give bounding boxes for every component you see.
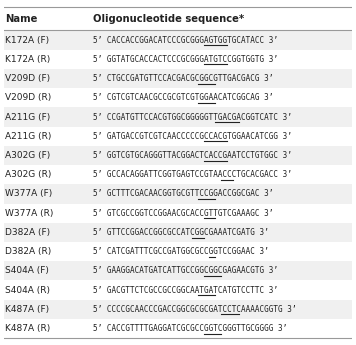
Bar <box>4 127 352 146</box>
Bar <box>4 88 352 107</box>
Text: 5’ CCCCGCAACCCGACCGGCG: 5’ CCCCGCAACCCGACCGGCG <box>93 305 194 314</box>
Text: 5’ CCCCGCAACCCGACCGGCGCGC: 5’ CCCCGCAACCCGACCGGCGCGC <box>93 305 208 314</box>
Text: V209D (R): V209D (R) <box>5 93 52 102</box>
Text: 5’ GGTCGTGCAGGGTTACGGAC: 5’ GGTCGTGCAGGGTTACGGAC <box>93 151 199 160</box>
Text: A211G (R): A211G (R) <box>5 132 52 141</box>
Text: 5’ CTGCCGATGTTCCACGACGCGGCGTTGACGACG 3’: 5’ CTGCCGATGTTCCACGACGCGGCGTTGACGACG 3’ <box>93 74 273 83</box>
Text: 5’ GGTCGTGCAGGGTTACGGACTCACCGAATCCTGTGGC 3’: 5’ GGTCGTGCAGGGTTACGGACTCACCGAATCCTGTGGC… <box>93 151 292 160</box>
Bar <box>4 69 352 88</box>
Text: 5’ GTTCCGGACCGGCGCC: 5’ GTTCCGGACCGGCGCC <box>93 228 180 237</box>
Text: 5’ CATCGATTTCGCCGATGG: 5’ CATCGATTTCGCCGATGG <box>93 247 190 256</box>
Bar <box>4 165 352 184</box>
Text: 5’ GAAGGACATGATCATT: 5’ GAAGGACATGATCATT <box>93 266 180 275</box>
Text: 5’ CCCCGCAACCCGACCGGCGCGCGATCCTCAAAACGGTG 3’: 5’ CCCCGCAACCCGACCGGCGCGCGATCCTCAAAACGGT… <box>93 305 296 314</box>
Text: S404A (R): S404A (R) <box>5 286 50 295</box>
Text: W377A (F): W377A (F) <box>5 189 53 198</box>
Text: D382A (R): D382A (R) <box>5 247 52 256</box>
Text: D382A (F): D382A (F) <box>5 228 51 237</box>
Text: 5’ CACCGTTTTGAGGATCGCG: 5’ CACCGTTTTGAGGATCGCG <box>93 324 194 333</box>
Text: 5’ CTGCCGATGTTCCAC: 5’ CTGCCGATGTTCCAC <box>93 74 176 83</box>
Text: 5’ GTTCCGGACCGGCG: 5’ GTTCCGGACCGGCG <box>93 228 171 237</box>
Text: 5’ CACCACCGGACATCCCGCGGGAGTGGTGCATACC 3’: 5’ CACCACCGGACATCCCGCGGGAGTGGTGCATACC 3’ <box>93 36 278 45</box>
Text: 5’ GGTATGCACCACTCCCGCGGGATGTCCGGTGGTG 3’: 5’ GGTATGCACCACTCCCGCGGGATGTCCGGTGGTG 3’ <box>93 55 278 64</box>
Text: K487A (R): K487A (R) <box>5 324 51 333</box>
Text: 5’ CGTCGTCAACGCCGCGTCGTGGAACATCGGCAG 3’: 5’ CGTCGTCAACGCCGCGTCGTGGAACATCGGCAG 3’ <box>93 93 273 102</box>
Text: 5’ CATCGATTTCGCCGATG: 5’ CATCGATTTCGCCGATG <box>93 247 185 256</box>
Text: A211G (F): A211G (F) <box>5 112 51 121</box>
Text: 5’ GATGACCGTCGTCAAC: 5’ GATGACCGTCGTCAAC <box>93 132 180 141</box>
Text: Name: Name <box>5 14 38 24</box>
Text: K172A (R): K172A (R) <box>5 55 51 64</box>
Text: 5’ GCCACAGGATTCGGTGAGTCCGTAACCCTGCACGACC 3’: 5’ GCCACAGGATTCGGTGAGTCCGTAACCCTGCACGACC… <box>93 170 292 179</box>
Text: S404A (F): S404A (F) <box>5 266 49 275</box>
Bar <box>4 280 352 300</box>
Bar <box>4 261 352 280</box>
Bar <box>4 223 352 242</box>
Text: K172A (F): K172A (F) <box>5 36 49 45</box>
Text: 5’ CGTCGTCAACGCCGCGTC: 5’ CGTCGTCAACGCCGCGTC <box>93 93 190 102</box>
Text: 5’ CACCGTTTTGAGGATC: 5’ CACCGTTTTGAGGATC <box>93 324 180 333</box>
Text: V209D (F): V209D (F) <box>5 74 51 83</box>
Text: 5’ GATGACCGTCGTCAACCCCC: 5’ GATGACCGTCGTCAACCCCC <box>93 132 199 141</box>
Text: 5’ GCTTTCGACAACGGTGCG: 5’ GCTTTCGACAACGGTGCG <box>93 189 190 198</box>
Bar <box>4 50 352 69</box>
Text: 5’ CACCACCGGACATCCC: 5’ CACCACCGGACATCCC <box>93 36 180 45</box>
Text: 5’ GCCACAGGATTCGGTGAGT: 5’ GCCACAGGATTCGGTGAGT <box>93 170 194 179</box>
Bar <box>4 242 352 261</box>
Text: 5’ GACGTTCTCGCCGCCGGCAATGATCATGTCCTTC 3’: 5’ GACGTTCTCGCCGCCGGCAATGATCATGTCCTTC 3’ <box>93 286 278 295</box>
Text: 5’ CCGATGTTCCACGTGGCGGGGG: 5’ CCGATGTTCCACGTGGCGGGGG <box>93 112 208 121</box>
Bar <box>4 146 352 165</box>
Text: 5’ CCGATGTTCCACGTGGCG: 5’ CCGATGTTCCACGTGGCG <box>93 112 190 121</box>
Text: 5’ GAAGGACATGATCATTGCCGGCGGCGAGAACGTG 3’: 5’ GAAGGACATGATCATTGCCGGCGGCGAGAACGTG 3’ <box>93 266 278 275</box>
Text: Oligonucleotide sequence*: Oligonucleotide sequence* <box>93 14 244 24</box>
Bar <box>4 184 352 204</box>
Text: 5’ GGTATGCACCACTCCC: 5’ GGTATGCACCACTCCC <box>93 55 180 64</box>
Bar <box>4 204 352 223</box>
Text: 5’ GAAGGACATGATCATTGCC: 5’ GAAGGACATGATCATTGCC <box>93 266 194 275</box>
Text: 5’ GCCACAGGATTCGGTGAGTCC: 5’ GCCACAGGATTCGGTGAGTCC <box>93 170 204 179</box>
Text: 5’ CATCGATTTCGCCGATGGCGCCGGTCCGGAAC 3’: 5’ CATCGATTTCGCCGATGGCGCCGGTCCGGAAC 3’ <box>93 247 268 256</box>
Text: 5’ CACCACCGGACATCCCGCGG: 5’ CACCACCGGACATCCCGCGG <box>93 36 199 45</box>
Text: A302G (F): A302G (F) <box>5 151 51 160</box>
Text: 5’ GCTTTCGACAACGGT: 5’ GCTTTCGACAACGGT <box>93 189 176 198</box>
Bar <box>4 107 352 127</box>
Bar <box>4 30 352 50</box>
Text: 5’ GTCGCCGGTCCGGAAC: 5’ GTCGCCGGTCCGGAAC <box>93 209 180 218</box>
Text: 5’ GATGACCGTCGTCAACCCCCGCCACGTGGAACATCGG 3’: 5’ GATGACCGTCGTCAACCCCCGCCACGTGGAACATCGG… <box>93 132 292 141</box>
Text: 5’ GCTTTCGACAACGGTGCGTTCCGGACCGGCGAC 3’: 5’ GCTTTCGACAACGGTGCGTTCCGGACCGGCGAC 3’ <box>93 189 273 198</box>
Text: 5’ CTGCCGATGTTCCACGAC: 5’ CTGCCGATGTTCCACGAC <box>93 74 190 83</box>
Text: 5’ CGTCGTCAACGCCGC: 5’ CGTCGTCAACGCCGC <box>93 93 176 102</box>
Text: 5’ GTTCCGGACCGGCGCCATCGGCGAAATCGATG 3’: 5’ GTTCCGGACCGGCGCCATCGGCGAAATCGATG 3’ <box>93 228 268 237</box>
Text: 5’ CCGATGTTCCACGTGGCGGGGGTTGACGACGGTCATC 3’: 5’ CCGATGTTCCACGTGGCGGGGGTTGACGACGGTCATC… <box>93 112 292 121</box>
Text: 5’ GGTATGCACCACTCCCGCGG: 5’ GGTATGCACCACTCCCGCGG <box>93 55 199 64</box>
Text: K487A (F): K487A (F) <box>5 305 49 314</box>
Text: W377A (R): W377A (R) <box>5 209 54 218</box>
Text: 5’ GTCGCCGGTCCGGAACGCACCGTTGTCGAAAGC 3’: 5’ GTCGCCGGTCCGGAACGCACCGTTGTCGAAAGC 3’ <box>93 209 273 218</box>
Text: 5’ CACCGTTTTGAGGATCGCGCCGGTCGGGTTGCGGGG 3’: 5’ CACCGTTTTGAGGATCGCGCCGGTCGGGTTGCGGGG … <box>93 324 287 333</box>
Bar <box>4 319 352 338</box>
Text: 5’ GACGTTCTCGCCGCCGGC: 5’ GACGTTCTCGCCGCCGGC <box>93 286 190 295</box>
Text: 5’ GACGTTCTCGCCGCC: 5’ GACGTTCTCGCCGCC <box>93 286 176 295</box>
Text: 5’ GTCGCCGGTCCGGAACGC: 5’ GTCGCCGGTCCGGAACGC <box>93 209 190 218</box>
Bar <box>4 300 352 319</box>
Bar <box>4 7 352 30</box>
Text: 5’ GGTCGTGCAGGGTTAC: 5’ GGTCGTGCAGGGTTAC <box>93 151 180 160</box>
Text: A302G (R): A302G (R) <box>5 170 52 179</box>
